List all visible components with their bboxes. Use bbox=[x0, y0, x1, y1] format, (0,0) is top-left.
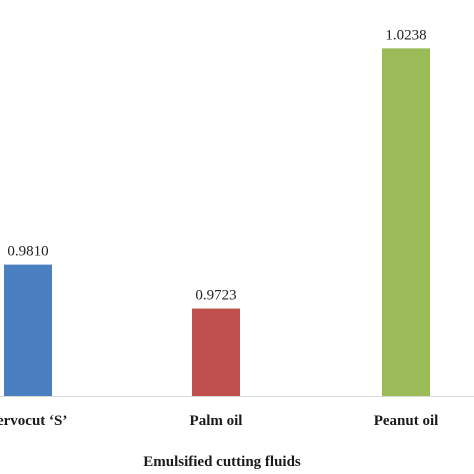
x-axis-title: Emulsified cutting fluids bbox=[143, 454, 301, 470]
bars-group bbox=[4, 48, 430, 397]
bar-2 bbox=[382, 48, 430, 397]
bar-0 bbox=[4, 264, 52, 396]
category-label-1: Palm oil bbox=[190, 413, 243, 429]
category-label-2: Peanut oil bbox=[374, 413, 439, 429]
tick-labels-group: Servocut ‘S’ Palm oil Peanut oil bbox=[0, 413, 438, 429]
data-label-0: 0.9810 bbox=[7, 244, 48, 260]
bar-1 bbox=[192, 308, 240, 396]
data-label-1: 0.9723 bbox=[195, 288, 236, 304]
category-label-0: Servocut ‘S’ bbox=[0, 413, 67, 429]
data-label-2: 1.0238 bbox=[385, 27, 426, 43]
data-labels-group: 0.9810 0.9723 1.0238 bbox=[7, 27, 426, 303]
